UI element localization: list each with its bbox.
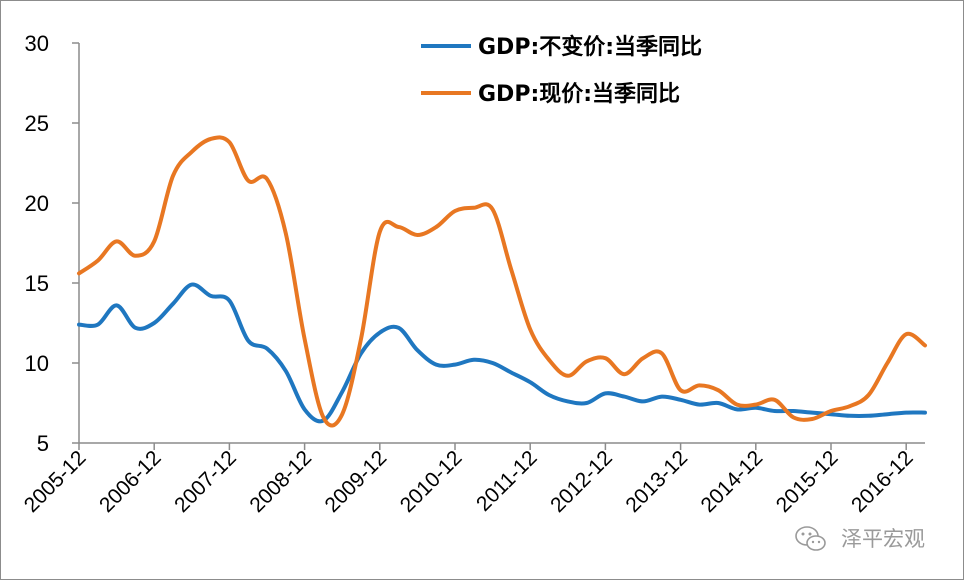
wechat-icon: [795, 526, 826, 551]
x-tick-label: 2005-12: [20, 446, 91, 517]
y-tick-label: 15: [25, 271, 49, 296]
x-tick-label: 2009-12: [321, 446, 392, 517]
x-axis: 2005-12 2006-12 2007-12 2008-12 2009-12 2010-…: [20, 442, 925, 517]
legend: GDP:不变价:当季同比 GDP:现价:当季同比: [421, 34, 702, 107]
x-tick-label: 2010-12: [396, 446, 467, 517]
y-tick-label: 25: [25, 111, 49, 136]
x-tick-label: 2007-12: [170, 446, 241, 517]
x-tick-label: 2015-12: [772, 446, 843, 517]
x-tick-label: 2016-12: [847, 446, 918, 517]
series-line-0: [77, 282, 927, 424]
x-tick-label: 2006-12: [95, 446, 166, 517]
x-tick-label: 2011-12: [472, 446, 542, 516]
y-tick-label: 5: [37, 431, 49, 456]
x-tick-label: 2008-12: [245, 446, 316, 517]
y-tick-label: 20: [25, 191, 49, 216]
series-lines: [77, 135, 927, 428]
series-line-1: [77, 135, 927, 428]
legend-label-1: GDP:现价:当季同比: [478, 82, 680, 107]
watermark-text: 泽平宏观: [841, 527, 925, 551]
watermark: 泽平宏观: [795, 526, 925, 551]
y-tick-label: 10: [25, 351, 49, 376]
x-tick-label: 2014-12: [697, 446, 768, 517]
y-tick-label: 30: [25, 31, 49, 56]
x-tick-label: 2012-12: [546, 446, 617, 517]
x-tick-label: 2013-12: [621, 446, 692, 517]
legend-label-0: GDP:不变价:当季同比: [478, 34, 702, 60]
y-axis: 5 10 15 20 25 30: [25, 31, 80, 456]
